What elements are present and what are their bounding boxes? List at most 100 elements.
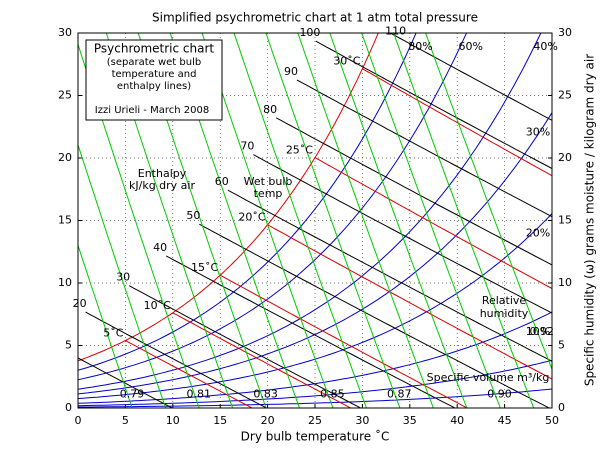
volume-line [393, 33, 535, 408]
rh-label: 80% [408, 40, 432, 53]
enthalpy-annotation: Enthalpy [138, 167, 187, 180]
rh-annotation: Relative [482, 294, 527, 307]
enthalpy-line [85, 311, 268, 408]
wet-bulb-annotation: Wet bulb [244, 175, 293, 188]
y-tick-label: 25 [58, 89, 72, 102]
rh-annotation: humidity [480, 307, 529, 320]
enthalpy-label: 60 [215, 175, 229, 188]
enthalpy-label: 40 [153, 241, 167, 254]
enthalpy-line [275, 117, 552, 266]
y2-tick-label: 10 [558, 276, 572, 289]
y-tick-label: 5 [65, 339, 72, 352]
volume-line [169, 33, 301, 408]
volume-line [78, 42, 200, 408]
volume-line [265, 33, 401, 408]
enthalpy-line [296, 79, 552, 218]
volume-line [201, 33, 334, 408]
wet-bulb-line [314, 157, 552, 290]
enthalpy-line [165, 255, 457, 408]
y2-tick-label: 15 [558, 214, 572, 227]
y-axis-label: Specific humidity (ω) grams moisture / k… [583, 54, 597, 386]
x-tick-label: 0 [75, 414, 82, 427]
volume-line [425, 33, 552, 371]
volume-label: 0.90 [487, 388, 512, 401]
enthalpy-line [199, 223, 551, 408]
x-tick-label: 30 [355, 414, 369, 427]
wet-bulb-label: 10˚C [144, 299, 171, 312]
plot-frame [77, 32, 553, 409]
rh-curve [78, 359, 552, 407]
enthalpy-label: 80 [263, 103, 277, 116]
volume-line [297, 33, 434, 408]
volume-line [78, 143, 167, 408]
y-tick-label: 20 [58, 151, 72, 164]
y-tick-label: 15 [58, 214, 72, 227]
x-tick-label: 10 [166, 414, 180, 427]
y-tick-label: 30 [58, 26, 72, 39]
x-tick-label: 45 [498, 414, 512, 427]
wet-bulb-label: 25˚C [286, 144, 313, 157]
y-tick-label: 0 [65, 401, 72, 414]
wet-bulb-label: 15˚C [191, 261, 218, 274]
info-text: Psychrometric chart [94, 42, 215, 56]
volume-line [361, 33, 501, 408]
volume-label: 0.92 [530, 325, 555, 338]
enthalpy-line [389, 33, 552, 121]
info-box [85, 39, 223, 121]
wet-bulb-line [267, 224, 552, 380]
wet-bulb-label: 20˚C [238, 211, 265, 224]
x-tick-label: 40 [450, 414, 464, 427]
info-text: Izzi Urieli - March 2008 [95, 105, 209, 116]
volume-annotation: Specific volume m³/kg [427, 371, 550, 384]
x-tick-label: 25 [308, 414, 322, 427]
x-tick-label: 5 [122, 414, 129, 427]
wet-bulb-label: 30˚C [333, 55, 360, 68]
volume-label: 0.83 [253, 388, 278, 401]
volume-line [105, 33, 234, 408]
volume-label: 0.85 [320, 388, 345, 401]
enthalpy-label: 30 [116, 271, 130, 284]
volume-label: 0.81 [187, 388, 212, 401]
rh-label: 30% [526, 126, 550, 139]
rh-curve [78, 33, 468, 381]
rh-curve [78, 111, 552, 395]
x-tick-label: 50 [545, 414, 559, 427]
enthalpy-label: 90 [284, 65, 298, 78]
volume-label: 0.87 [387, 388, 412, 401]
volume-line [137, 33, 267, 408]
enthalpy-label: 110 [385, 24, 406, 37]
x-tick-label: 15 [213, 414, 227, 427]
y2-tick-label: 30 [558, 26, 572, 39]
volume-label: 0.79 [120, 388, 145, 401]
enthalpy-annotation: kJ/kg dry air [129, 179, 195, 192]
volume-line [78, 243, 133, 408]
x-tick-label: 20 [261, 414, 275, 427]
rh-label: 10% [526, 325, 550, 338]
enthalpy-line [227, 189, 552, 362]
enthalpy-label: 20 [73, 297, 87, 310]
wet-bulb-line [172, 312, 352, 408]
saturation-curve [78, 33, 379, 362]
y2-tick-label: 25 [558, 89, 572, 102]
enthalpy-label: 70 [240, 140, 254, 153]
volume-line [329, 33, 468, 408]
enthalpy-line [315, 40, 552, 170]
info-text: temperature and [112, 69, 197, 80]
rh-curve [78, 388, 552, 408]
rh-label: 40% [533, 40, 557, 53]
y2-tick-label: 0 [558, 401, 565, 414]
enthalpy-line [128, 285, 362, 408]
enthalpy-line [253, 154, 552, 314]
info-text: enthalpy lines) [117, 81, 191, 92]
enthalpy-label: 50 [186, 209, 200, 222]
x-axis-label: Dry bulb temperature ˚C [241, 429, 390, 444]
y-tick-label: 10 [58, 276, 72, 289]
wet-bulb-line [362, 68, 552, 177]
info-text: (separate wet bulb [107, 57, 201, 68]
chart-title: Simplified psychrometric chart at 1 atm … [152, 11, 478, 25]
wet-bulb-annotation: temp [254, 187, 283, 200]
wet-bulb-label: 5˚C [103, 327, 123, 340]
y2-tick-label: 20 [558, 151, 572, 164]
